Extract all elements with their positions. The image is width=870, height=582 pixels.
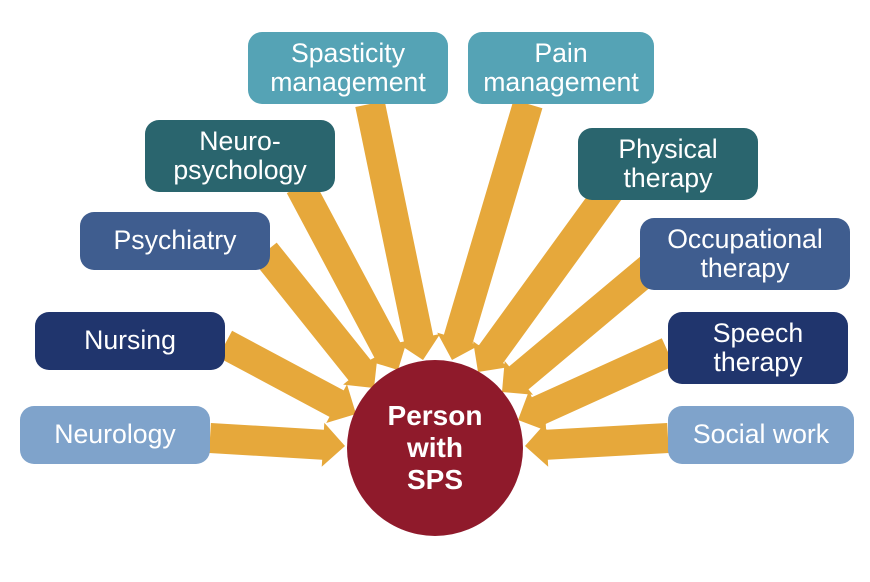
arrow-psychiatry xyxy=(253,243,377,388)
node-neuropsych: Neuro- psychology xyxy=(145,120,335,192)
center-label: Person with SPS xyxy=(388,400,483,497)
node-neurology: Neurology xyxy=(20,406,210,464)
node-label-neurology: Neurology xyxy=(54,420,176,449)
arrow-neurology xyxy=(209,423,345,467)
arrow-nursing xyxy=(218,331,356,423)
node-label-neuropsych: Neuro- psychology xyxy=(173,127,306,186)
node-psychiatry: Psychiatry xyxy=(80,212,270,270)
center-node: Person with SPS xyxy=(347,360,523,536)
node-nursing: Nursing xyxy=(35,312,225,370)
node-occupational: Occupational therapy xyxy=(640,218,850,290)
node-label-speech: Speech therapy xyxy=(713,319,803,378)
arrow-speech xyxy=(518,338,674,431)
node-label-physical: Physical therapy xyxy=(618,135,717,194)
node-label-social: Social work xyxy=(693,420,829,449)
node-label-occupational: Occupational therapy xyxy=(667,225,823,284)
node-pain: Pain management xyxy=(468,32,654,104)
arrow-pain xyxy=(437,100,542,360)
arrow-social xyxy=(525,423,669,467)
arrow-neuropsych xyxy=(287,179,407,370)
node-label-spasticity: Spasticity management xyxy=(270,39,426,98)
node-physical: Physical therapy xyxy=(578,128,758,200)
node-label-psychiatry: Psychiatry xyxy=(114,226,237,255)
node-label-pain: Pain management xyxy=(483,39,639,98)
node-social: Social work xyxy=(668,406,854,464)
arrow-spasticity xyxy=(355,101,440,360)
node-speech: Speech therapy xyxy=(668,312,848,384)
arrow-occupational xyxy=(502,257,660,395)
node-label-nursing: Nursing xyxy=(84,326,176,355)
arrow-physical xyxy=(473,181,622,372)
diagram-stage: Person with SPS Neurology Nursing Psychiat… xyxy=(0,0,870,582)
node-spasticity: Spasticity management xyxy=(248,32,448,104)
